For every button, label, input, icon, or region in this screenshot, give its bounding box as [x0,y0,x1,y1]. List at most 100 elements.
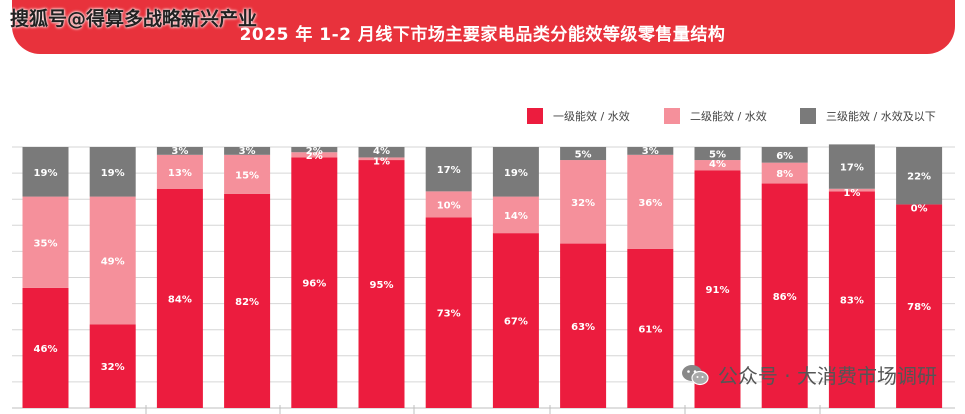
data-label: 86% [773,292,797,303]
title-banner-background [12,0,955,54]
data-label: 46% [34,344,58,355]
bar-segment [694,170,741,408]
legend-item-level2: 二级能效 / 水效 [664,108,767,124]
bar-segment [761,147,808,163]
bar-segment [358,157,405,161]
legend-swatch-level2 [664,108,680,124]
data-label: 0% [911,203,928,214]
data-label: 5% [709,150,726,161]
bar-segment [22,196,69,288]
data-label: 19% [101,168,125,179]
legend-swatch-level3 [800,108,816,124]
legend-item-level3: 三级能效 / 水效及以下 [800,108,936,124]
bar-segment [358,160,405,408]
data-label: 32% [571,198,595,209]
bar-segment [694,147,741,161]
bar-segment [828,188,875,192]
bar-segment [358,147,405,158]
bar-segment [896,204,943,408]
data-label: 61% [638,324,662,335]
bar-segment [156,188,203,408]
data-label: 49% [101,257,125,268]
bar-segment [89,324,136,408]
data-label: 2% [306,146,323,157]
title-banner: 2025 年 1-2 月线下市场主要家电品类分能效等级零售量结构 [0,0,965,56]
legend-label-level1: 一级能效 / 水效 [553,110,630,123]
data-label: 78% [907,302,931,313]
bar-segment [694,160,741,171]
bar-segment [291,157,338,408]
data-label: 67% [504,317,528,328]
data-label: 3% [171,146,188,157]
data-label: 63% [571,322,595,333]
bar-segment [291,147,338,153]
legend-swatch-level1 [527,108,543,124]
bar-segment [291,152,338,158]
data-label: 84% [168,294,192,305]
bar-segment [224,154,271,194]
wechat-icon [681,364,709,385]
bar-segment [224,147,271,155]
bar-segment [89,196,136,325]
data-label: 73% [437,309,461,320]
bar-segment [896,147,943,205]
bar-segment [627,147,674,155]
data-label: 17% [840,163,864,174]
bar-segment [560,243,607,408]
data-label: 4% [373,146,390,157]
data-label: 1% [843,188,860,199]
data-label: 4% [709,159,726,170]
bar-segment [560,147,607,161]
legend: 一级能效 / 水效 二级能效 / 水效 三级能效 / 水效及以下 [0,108,965,128]
bar-segment [224,193,271,408]
watermark-bottom-text: 公众号 · 大消费市场调研 [717,364,937,388]
bar-segment [89,147,136,197]
data-label: 82% [235,297,259,308]
data-label: 95% [370,280,394,291]
data-label: 2% [306,151,323,162]
bar-segment [425,147,472,192]
data-label: 91% [706,285,730,296]
bar-segment [492,196,539,234]
data-label: 83% [840,296,864,307]
bar-segment [156,147,203,155]
bar-segment [761,183,808,408]
data-label: 32% [101,362,125,373]
bar-segment [425,191,472,218]
bar-segment [156,154,203,189]
bar-segment [492,147,539,197]
data-label: 13% [168,168,192,179]
data-label: 3% [642,146,659,157]
bar-segment [761,162,808,184]
bar-segment [560,160,607,244]
bar-segment [828,191,875,408]
data-label: 5% [575,150,592,161]
data-label: 19% [34,168,58,179]
bar-segment [627,154,674,249]
data-label: 14% [504,211,528,222]
legend-label-level2: 二级能效 / 水效 [690,110,767,123]
data-label: 6% [776,151,793,162]
data-label: 17% [437,165,461,176]
watermark-bottom: 公众号 · 大消费市场调研 [680,360,937,389]
chart-title: 2025 年 1-2 月线下市场主要家电品类分能效等级零售量结构 [239,25,726,45]
legend-item-level1: 一级能效 / 水效 [527,108,630,124]
data-label: 19% [504,168,528,179]
bar-segment [22,287,69,408]
data-label: 96% [302,279,326,290]
data-label: 36% [638,198,662,209]
data-label: 22% [907,172,931,183]
data-label: 8% [776,169,793,180]
legend-label-level3: 三级能效 / 水效及以下 [826,110,936,123]
data-label: 3% [239,146,256,157]
data-label: 35% [34,238,58,249]
data-label: 1% [373,156,390,167]
data-label: 15% [235,170,259,181]
data-label: 10% [437,200,461,211]
watermark-top: 搜狐号@得算多战略新兴产业 [10,8,258,30]
bar-segment [627,248,674,408]
bar-segment [22,147,69,197]
bar-segment [425,217,472,408]
bar-segment [492,233,539,408]
